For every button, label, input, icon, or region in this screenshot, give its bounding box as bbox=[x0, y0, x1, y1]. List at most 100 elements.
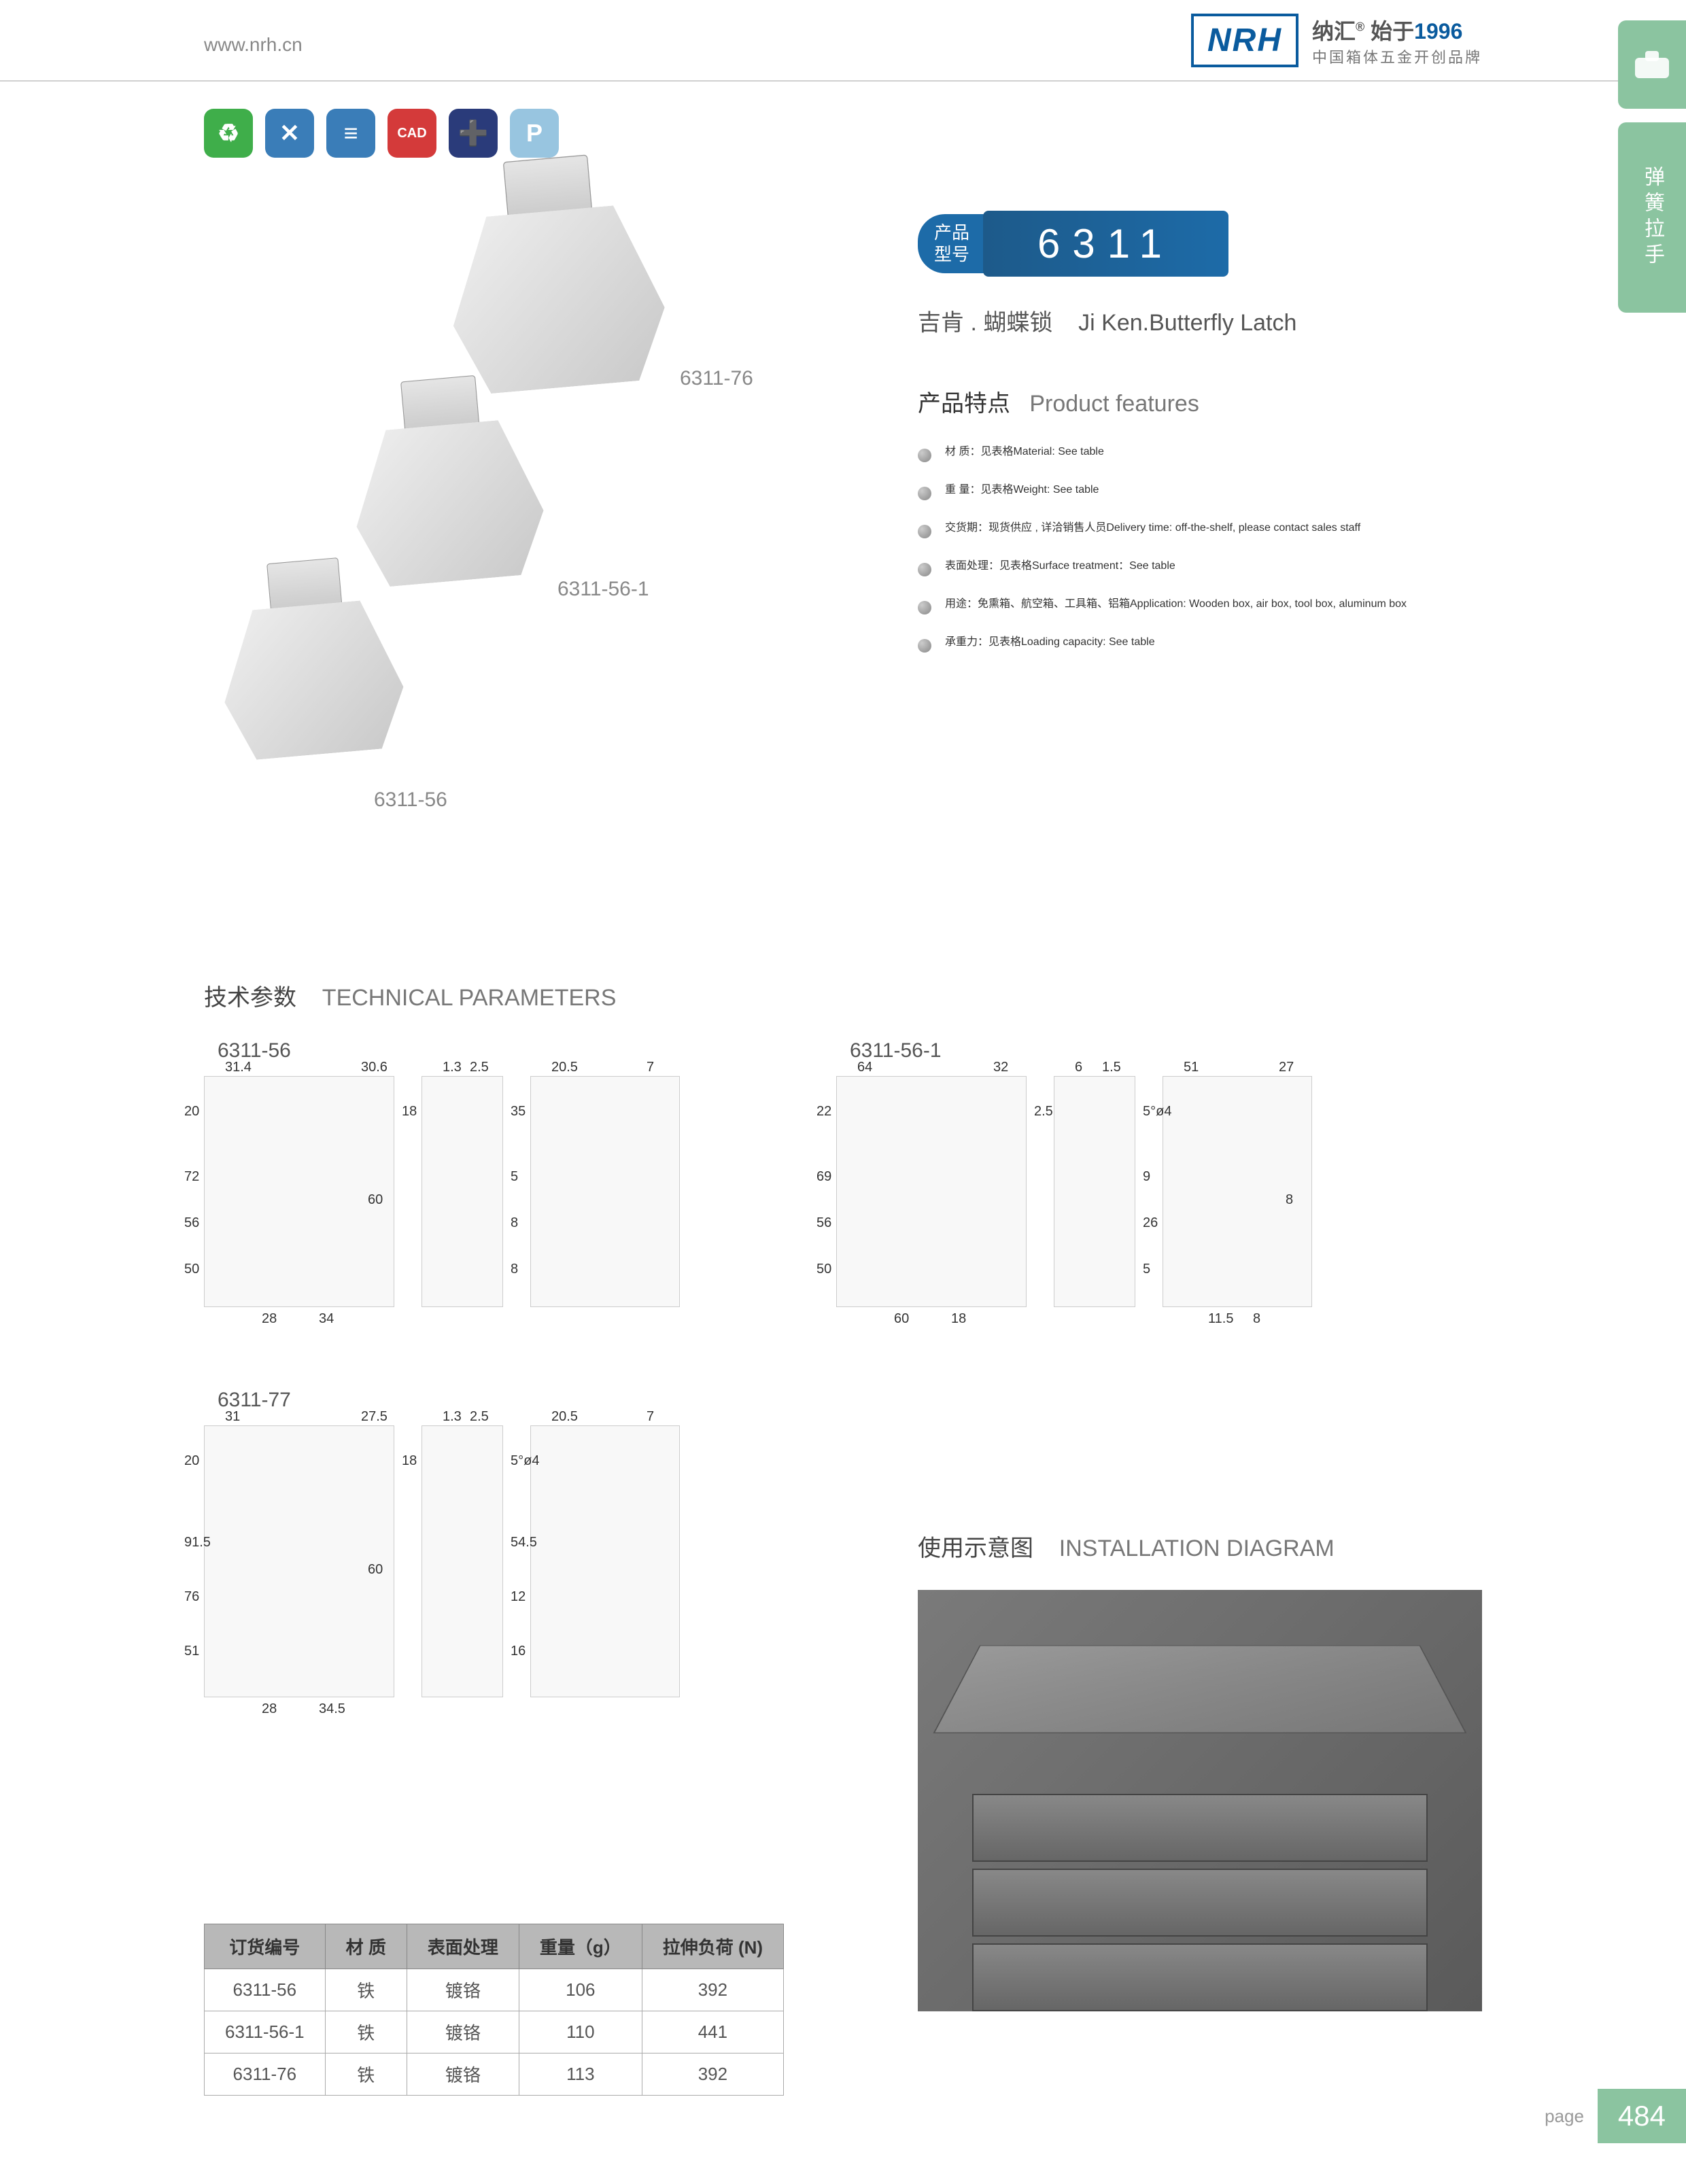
product-label-1: 6311-76 bbox=[680, 367, 753, 390]
dimension-label: 32 bbox=[993, 1060, 1008, 1075]
feature-item: 表面处理：见表格Surface treatment：See table bbox=[918, 556, 1530, 572]
technical-drawing: 20.5735588 bbox=[530, 1076, 680, 1307]
dimension-label: 8 bbox=[511, 1262, 518, 1277]
table-row: 6311-76铁镀铬113392 bbox=[205, 2053, 784, 2096]
feature-item: 用途：免熏箱、航空箱、工具箱、铝箱Application: Wooden box… bbox=[918, 594, 1530, 610]
feature-icon: CAD bbox=[388, 109, 436, 158]
product-label-2: 6311-56-1 bbox=[557, 578, 649, 601]
logo-year: 1996 bbox=[1414, 19, 1462, 44]
page-number: 484 bbox=[1598, 2089, 1686, 2143]
dimension-label: 56 bbox=[816, 1215, 831, 1231]
table-cell: 镀铬 bbox=[407, 1969, 519, 2011]
dimension-label: 20 bbox=[184, 1104, 199, 1120]
dimension-label: 22 bbox=[816, 1104, 831, 1120]
dimension-label: 5°ø4 bbox=[511, 1453, 539, 1469]
dimension-label: 51 bbox=[184, 1644, 199, 1659]
features-title-cn: 产品特点 bbox=[918, 391, 1010, 417]
dimension-label: 18 bbox=[951, 1311, 966, 1327]
features-title-en: Product features bbox=[1029, 391, 1199, 417]
side-tab-icon bbox=[1618, 20, 1686, 109]
product-image-3 bbox=[217, 597, 409, 762]
table-cell: 392 bbox=[642, 2053, 783, 2096]
technical-drawing: 3127.52091.576512834.560 bbox=[204, 1425, 394, 1697]
table-header: 重量（g） bbox=[519, 1924, 642, 1969]
website-url: www.nrh.cn bbox=[204, 34, 303, 56]
table-cell: 6311-76 bbox=[205, 2053, 326, 2096]
dimension-label: 60 bbox=[368, 1192, 383, 1208]
logo-area: NRH 纳汇® 始于1996 中国箱体五金开创品牌 bbox=[1191, 14, 1482, 67]
dimension-label: 69 bbox=[816, 1169, 831, 1185]
logo-text: 纳汇® 始于1996 中国箱体五金开创品牌 bbox=[1312, 14, 1482, 67]
tech-title-cn: 技术参数 bbox=[204, 985, 296, 1011]
dimension-label: 2.5 bbox=[470, 1409, 489, 1425]
dimension-label: 64 bbox=[857, 1060, 872, 1075]
install-title-en: INSTALLATION DIAGRAM bbox=[1059, 1536, 1335, 1561]
tech-title: 技术参数 TECHNICAL PARAMETERS bbox=[204, 979, 1482, 1012]
tech-title-en: TECHNICAL PARAMETERS bbox=[322, 985, 617, 1011]
model-label: 产品 型号 bbox=[918, 214, 986, 273]
dimension-label: 20.5 bbox=[551, 1409, 578, 1425]
product-label-3: 6311-56 bbox=[374, 788, 447, 812]
dimension-label: 6 bbox=[1075, 1060, 1082, 1075]
dimension-label: 8 bbox=[511, 1215, 518, 1231]
dimension-label: 20.5 bbox=[551, 1060, 578, 1075]
dimension-label: 31.4 bbox=[225, 1060, 252, 1075]
table-header: 拉伸负荷 (N) bbox=[642, 1924, 783, 1969]
product-name-en: Ji Ken.Butterfly Latch bbox=[1078, 310, 1296, 336]
dimension-label: 27.5 bbox=[361, 1409, 388, 1425]
dimension-label: 20 bbox=[184, 1453, 199, 1469]
table-header-row: 订货编号材 质表面处理重量（g）拉伸负荷 (N) bbox=[205, 1924, 784, 1969]
feature-icon: ♻ bbox=[204, 109, 253, 158]
table-cell: 113 bbox=[519, 2053, 642, 2096]
table-cell: 110 bbox=[519, 2011, 642, 2053]
dimension-label: 54.5 bbox=[511, 1535, 537, 1550]
install-title-cn: 使用示意图 bbox=[918, 1536, 1033, 1561]
table-cell: 6311-56 bbox=[205, 1969, 326, 2011]
dimension-label: 8 bbox=[1286, 1192, 1293, 1208]
installation-section: 使用示意图 INSTALLATION DIAGRAM bbox=[918, 1529, 1482, 2011]
side-tab-category: 弹簧拉手 bbox=[1618, 122, 1686, 313]
dimension-label: 18 bbox=[402, 1453, 417, 1469]
dimension-label: 30.6 bbox=[361, 1060, 388, 1075]
dimension-label: 28 bbox=[262, 1701, 277, 1717]
features-title: 产品特点 Product features bbox=[918, 385, 1530, 418]
table-header: 材 质 bbox=[325, 1924, 407, 1969]
logo-tagline-sub: 中国箱体五金开创品牌 bbox=[1312, 46, 1482, 67]
dimension-label: 72 bbox=[184, 1169, 199, 1185]
model-label-l2: 型号 bbox=[934, 244, 969, 265]
dimension-label: 28 bbox=[262, 1311, 277, 1327]
dimension-label: 1.3 bbox=[443, 1060, 462, 1075]
dimension-label: 5°ø4 bbox=[1143, 1104, 1171, 1120]
drawing-label: 6311-56-1 bbox=[850, 1039, 1312, 1062]
page-header: www.nrh.cn NRH 纳汇® 始于1996 中国箱体五金开创品牌 bbox=[0, 0, 1686, 82]
dimension-label: 5 bbox=[511, 1169, 518, 1185]
drawing-group: 6311-77 3127.52091.576512834.560 1.32.51… bbox=[204, 1389, 680, 1697]
technical-drawing: 31.430.620725650283460 bbox=[204, 1076, 394, 1307]
feature-list: 材 质：见表格Material: See table重 量：见表格Weight:… bbox=[918, 442, 1530, 648]
dimension-label: 12 bbox=[511, 1589, 526, 1605]
table-cell: 441 bbox=[642, 2011, 783, 2053]
technical-drawing: 6432226956506018 bbox=[836, 1076, 1027, 1307]
dimension-label: 76 bbox=[184, 1589, 199, 1605]
feature-icons-row: ♻✕≡CAD➕P bbox=[204, 109, 559, 158]
spec-table: 订货编号材 质表面处理重量（g）拉伸负荷 (N) 6311-56铁镀铬10639… bbox=[204, 1924, 784, 2096]
product-images: 6311-76 6311-56-1 6311-56 bbox=[177, 190, 857, 802]
table-cell: 镀铬 bbox=[407, 2011, 519, 2053]
dimension-label: 50 bbox=[184, 1262, 199, 1277]
technical-drawing: 20.575°ø454.51216 bbox=[530, 1425, 680, 1697]
dimension-label: 11.5 bbox=[1208, 1311, 1233, 1327]
install-title: 使用示意图 INSTALLATION DIAGRAM bbox=[918, 1529, 1482, 1563]
logo-suffix: 始于 bbox=[1371, 19, 1414, 44]
page-footer: page 484 bbox=[1545, 2089, 1686, 2143]
table-cell: 铁 bbox=[325, 1969, 407, 2011]
page-label: page bbox=[1545, 2106, 1584, 2127]
product-image-1 bbox=[444, 202, 670, 396]
table-header: 表面处理 bbox=[407, 1924, 519, 1969]
dimension-label: 50 bbox=[816, 1262, 831, 1277]
table-cell: 镀铬 bbox=[407, 2053, 519, 2096]
dimension-label: 16 bbox=[511, 1644, 526, 1659]
product-info: 产品 型号 6311 吉肯 . 蝴蝶锁 Ji Ken.Butterfly Lat… bbox=[918, 211, 1530, 670]
dimension-label: 7 bbox=[647, 1060, 654, 1075]
technical-drawing: 1.32.518 bbox=[422, 1425, 503, 1697]
dimension-label: 56 bbox=[184, 1215, 199, 1231]
